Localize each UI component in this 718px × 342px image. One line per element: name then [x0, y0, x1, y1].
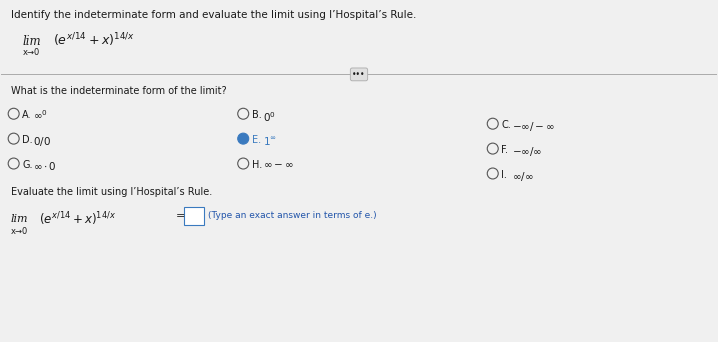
Text: $\left(e^{x/14}+x\right)^{14/x}$: $\left(e^{x/14}+x\right)^{14/x}$: [39, 211, 116, 228]
Text: B.: B.: [252, 110, 261, 120]
Text: lim: lim: [23, 35, 41, 48]
Text: $0^0$: $0^0$: [263, 110, 276, 123]
Text: A.: A.: [22, 110, 32, 120]
Text: $\left(e^{x/14}+x\right)^{14/x}$: $\left(e^{x/14}+x\right)^{14/x}$: [52, 31, 134, 49]
Text: $-\infty/-\infty$: $-\infty/-\infty$: [512, 120, 555, 133]
Text: •••: •••: [353, 70, 365, 79]
Text: lim: lim: [11, 214, 28, 224]
Text: I.: I.: [501, 170, 507, 180]
FancyBboxPatch shape: [185, 207, 205, 225]
Circle shape: [238, 133, 248, 144]
Text: Evaluate the limit using l’Hospital’s Rule.: Evaluate the limit using l’Hospital’s Ru…: [11, 187, 212, 197]
Text: =: =: [175, 211, 185, 221]
Text: Identify the indeterminate form and evaluate the limit using l’Hospital’s Rule.: Identify the indeterminate form and eval…: [11, 10, 416, 19]
Text: x→0: x→0: [23, 48, 40, 56]
Text: $\infty^0$: $\infty^0$: [33, 110, 48, 121]
Text: (Type an exact answer in terms of e.): (Type an exact answer in terms of e.): [208, 211, 377, 220]
Text: x→0: x→0: [11, 227, 28, 236]
Text: What is the indeterminate form of the limit?: What is the indeterminate form of the li…: [11, 86, 226, 96]
Text: F.: F.: [501, 145, 508, 155]
Text: $\infty/\infty$: $\infty/\infty$: [512, 170, 534, 183]
Text: E.: E.: [252, 135, 261, 145]
Text: D.: D.: [22, 135, 33, 145]
Text: H.: H.: [252, 160, 262, 170]
Text: $-\infty/\infty$: $-\infty/\infty$: [512, 145, 543, 158]
Text: $\infty \cdot 0$: $\infty \cdot 0$: [33, 160, 57, 172]
Text: G.: G.: [22, 160, 32, 170]
Text: $1^{\infty}$: $1^{\infty}$: [263, 135, 276, 147]
Text: $0/0$: $0/0$: [33, 135, 51, 148]
Text: $\infty - \infty$: $\infty - \infty$: [263, 160, 294, 170]
Text: C.: C.: [501, 120, 511, 130]
